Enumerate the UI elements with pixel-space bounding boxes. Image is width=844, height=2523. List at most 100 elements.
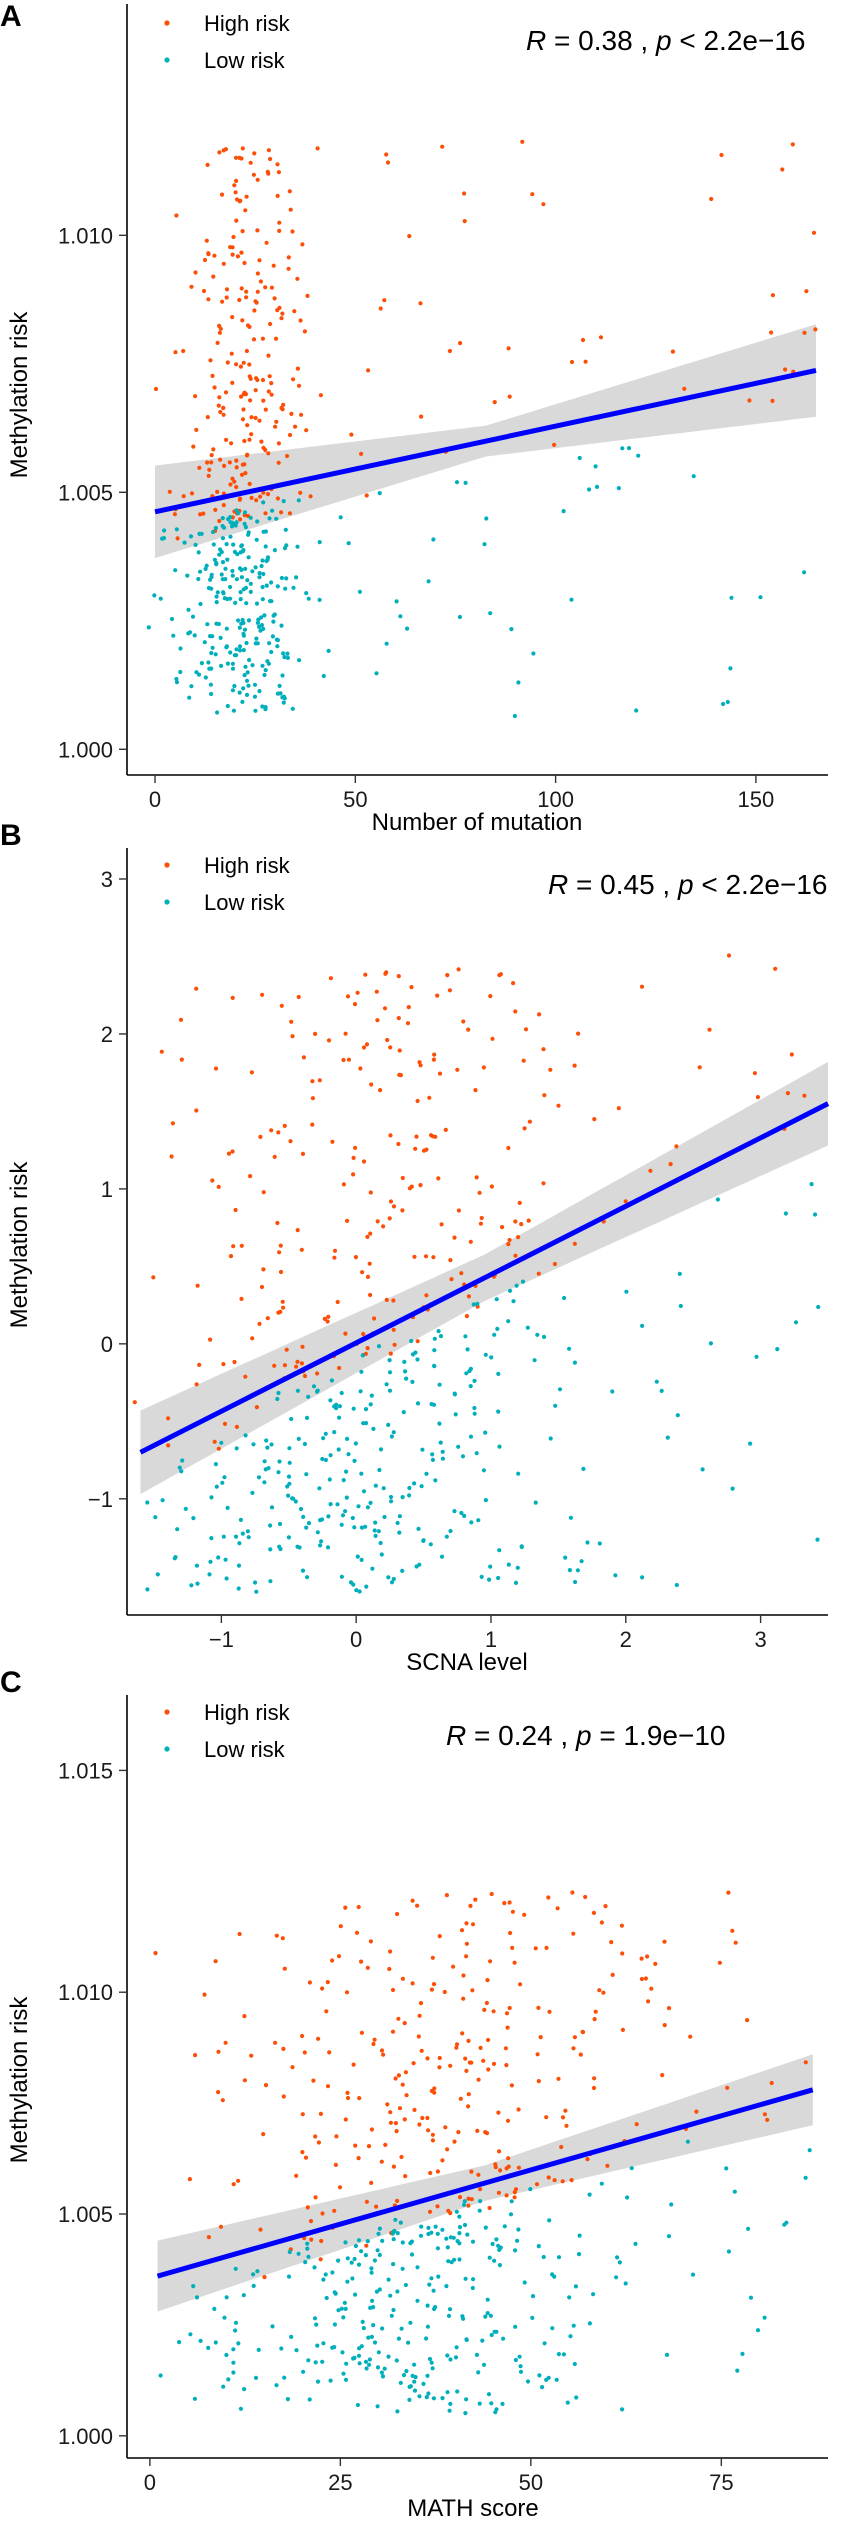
point-low-risk xyxy=(451,2235,456,2240)
point-low-risk xyxy=(220,577,225,582)
point-low-risk xyxy=(269,1442,274,1447)
point-low-risk xyxy=(255,620,260,626)
point-low-risk xyxy=(369,2266,374,2271)
point-high-risk xyxy=(280,1936,285,1941)
point-high-risk xyxy=(228,482,233,487)
point-low-risk xyxy=(191,1516,196,1521)
point-low-risk xyxy=(369,2270,374,2275)
point-high-risk xyxy=(275,193,280,198)
point-high-risk xyxy=(546,2175,551,2180)
point-high-risk xyxy=(260,377,266,383)
point-low-risk xyxy=(269,580,274,585)
point-low-risk xyxy=(360,2319,365,2324)
point-low-risk xyxy=(180,1458,185,1463)
point-low-risk xyxy=(465,1347,470,1352)
point-high-risk xyxy=(299,412,304,417)
point-low-risk xyxy=(377,1467,382,1473)
point-low-risk xyxy=(275,1396,280,1402)
point-low-risk xyxy=(519,1544,524,1550)
point-high-risk xyxy=(202,1992,207,1997)
point-low-risk xyxy=(591,2292,596,2297)
point-low-risk xyxy=(318,1543,323,1548)
point-low-risk xyxy=(241,2293,246,2298)
legend-marker-low-risk xyxy=(164,1746,170,1752)
point-high-risk xyxy=(374,2204,379,2209)
point-low-risk xyxy=(237,1541,242,1546)
point-low-risk xyxy=(256,2347,261,2352)
point-high-risk xyxy=(416,2034,421,2039)
point-high-risk xyxy=(726,1890,731,1895)
point-low-risk xyxy=(457,2225,463,2230)
point-low-risk xyxy=(233,2320,239,2325)
point-high-risk xyxy=(304,428,309,433)
point-low-risk xyxy=(326,1514,331,1519)
point-low-risk xyxy=(345,2256,350,2261)
point-high-risk xyxy=(516,2165,522,2170)
point-low-risk xyxy=(188,534,194,539)
point-high-risk xyxy=(552,2178,557,2183)
point-high-risk xyxy=(232,183,237,188)
point-low-risk xyxy=(239,621,244,626)
point-high-risk xyxy=(564,2123,569,2128)
point-low-risk xyxy=(280,673,285,678)
point-low-risk xyxy=(205,622,210,627)
point-low-risk xyxy=(268,1523,273,1528)
point-low-risk xyxy=(429,2276,434,2281)
point-high-risk xyxy=(328,976,333,981)
point-low-risk xyxy=(758,595,763,600)
point-low-risk xyxy=(359,2249,364,2254)
point-high-risk xyxy=(610,1972,615,1977)
point-low-risk xyxy=(260,704,265,709)
point-high-risk xyxy=(275,162,280,167)
point-high-risk xyxy=(244,348,249,354)
point-low-risk xyxy=(457,2231,462,2236)
point-high-risk xyxy=(419,2048,424,2053)
point-low-risk xyxy=(389,1434,394,1439)
point-low-risk xyxy=(754,1354,759,1359)
point-low-risk xyxy=(408,2241,413,2246)
point-high-risk xyxy=(730,1928,735,1933)
point-high-risk xyxy=(425,2056,430,2061)
point-high-risk xyxy=(484,2000,489,2006)
point-low-risk xyxy=(282,2375,287,2380)
point-low-risk xyxy=(214,600,219,605)
point-high-risk xyxy=(231,2182,236,2187)
y-tick-label: 1.010 xyxy=(58,223,113,248)
point-low-risk xyxy=(576,2252,582,2257)
point-high-risk xyxy=(213,507,218,512)
point-high-risk xyxy=(221,503,226,508)
point-high-risk xyxy=(371,2041,376,2047)
point-low-risk xyxy=(214,594,219,599)
point-high-risk xyxy=(170,1121,175,1126)
point-low-risk xyxy=(389,1580,395,1585)
point-high-risk xyxy=(298,318,303,323)
point-low-risk xyxy=(412,2388,418,2393)
point-high-risk xyxy=(315,1371,320,1376)
point-low-risk xyxy=(394,599,399,604)
point-high-risk xyxy=(388,1045,393,1050)
point-high-risk xyxy=(193,394,198,399)
point-high-risk xyxy=(476,2172,481,2177)
point-low-risk xyxy=(344,2361,349,2366)
point-low-risk xyxy=(236,1563,242,1568)
point-high-risk xyxy=(670,349,676,354)
point-low-risk xyxy=(444,1534,449,1539)
point-low-risk xyxy=(222,1475,227,1480)
correlation-annotation: R = 0.24 , p = 1.9e−10 xyxy=(446,1720,725,1751)
point-low-risk xyxy=(212,2306,217,2311)
point-high-risk xyxy=(466,2196,471,2201)
point-low-risk xyxy=(265,1445,270,1450)
point-high-risk xyxy=(406,1005,411,1010)
point-low-risk xyxy=(515,1565,520,1570)
point-high-risk xyxy=(305,2205,310,2210)
point-low-risk xyxy=(553,1403,558,1408)
point-high-risk xyxy=(351,1172,356,1177)
point-low-risk xyxy=(224,2352,229,2358)
point-low-risk xyxy=(226,517,231,522)
point-high-risk xyxy=(216,403,221,408)
point-high-risk xyxy=(519,1222,524,1227)
point-low-risk xyxy=(297,658,302,663)
point-low-risk xyxy=(487,2255,492,2260)
point-high-risk xyxy=(346,1057,351,1062)
point-high-risk xyxy=(261,445,266,450)
